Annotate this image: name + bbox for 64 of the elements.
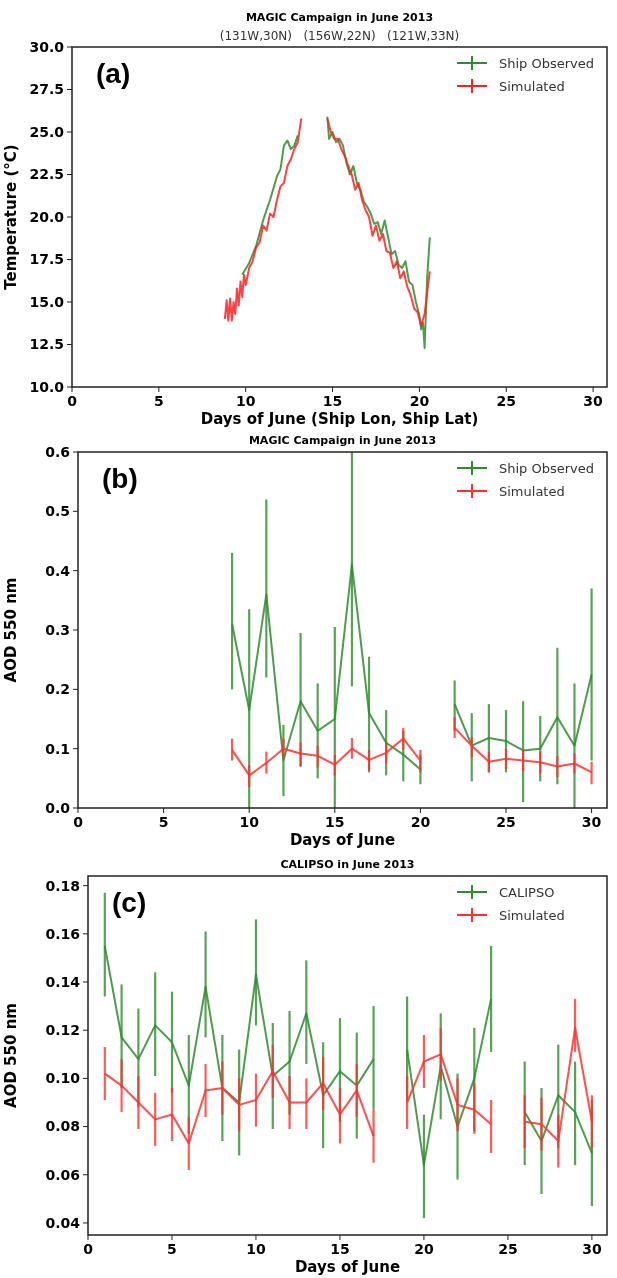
x-tick-label: 10 — [239, 814, 260, 830]
x-tick-label: 15 — [330, 1241, 350, 1257]
y-tick-label: 20.0 — [29, 208, 65, 225]
y-tick-label: 0.04 — [45, 1214, 81, 1231]
x-tick-label: 10 — [246, 1241, 266, 1257]
y-tick-label: 0.4 — [45, 562, 71, 579]
annotation: (a) — [96, 58, 131, 89]
x-tick-label: 30 — [583, 393, 604, 409]
x-tick-label: 5 — [167, 1241, 177, 1257]
y-tick-label: 0.3 — [45, 621, 70, 638]
y-axis-title: Temperature (°C) — [2, 144, 20, 290]
y-tick-label: 0.10 — [45, 1070, 81, 1087]
x-tick-label: 20 — [409, 393, 430, 409]
y-tick-label: 0.08 — [45, 1118, 80, 1135]
x-tick-label: 30 — [581, 814, 602, 830]
legend-label: Ship Observed — [499, 56, 595, 71]
x-tick-label: 20 — [410, 814, 431, 830]
y-tick-label: 10.0 — [29, 378, 65, 395]
x-axis-title: Days of June — [294, 1258, 401, 1276]
x-tick-label: 25 — [496, 393, 516, 409]
y-tick-label: 15.0 — [29, 293, 65, 310]
x-tick-label: 0 — [67, 393, 78, 409]
x-tick-label: 0 — [83, 1241, 94, 1257]
legend-label: Simulated — [499, 908, 565, 923]
y-tick-label: 0.1 — [45, 740, 70, 757]
y-tick-label: 0.6 — [45, 443, 70, 460]
x-tick-label: 15 — [322, 393, 343, 409]
chart-title: MAGIC Campaign in June 2013 — [245, 11, 434, 24]
y-axis-title: AOD 550 nm — [2, 577, 20, 683]
legend-label: Ship Observed — [499, 461, 595, 476]
x-tick-label: 10 — [235, 393, 256, 409]
x-tick-label: 0 — [73, 814, 84, 830]
annotation: (c) — [112, 887, 147, 918]
y-tick-label: 0.16 — [45, 925, 80, 942]
x-tick-label: 15 — [325, 814, 345, 830]
chart-title: MAGIC Campaign in June 2013 — [248, 434, 437, 447]
x-axis-title: Days of June — [289, 831, 396, 849]
y-tick-label: 0.0 — [45, 799, 71, 816]
y-tick-label: 0.06 — [45, 1166, 80, 1183]
x-tick-label: 5 — [158, 814, 169, 830]
y-axis-title: AOD 550 nm — [2, 1003, 20, 1108]
x-tick-label: 20 — [414, 1241, 434, 1257]
chart-subtitle: (131W,30N) (156W,22N) (121W,33N) — [219, 29, 460, 43]
legend-label: Simulated — [499, 484, 565, 499]
y-tick-label: 27.5 — [29, 81, 64, 98]
x-tick-label: 25 — [498, 1241, 518, 1257]
y-tick-label: 0.18 — [45, 877, 80, 894]
x-tick-label: 30 — [582, 1241, 602, 1257]
y-tick-label: 25.0 — [29, 123, 65, 140]
y-tick-label: 30.0 — [29, 38, 65, 55]
y-tick-label: 0.12 — [45, 1022, 80, 1039]
y-tick-label: 0.2 — [45, 681, 70, 698]
y-tick-label: 0.5 — [45, 503, 70, 520]
x-tick-label: 25 — [496, 814, 516, 830]
x-axis-title: Days of June (Ship Lon, Ship Lat) — [200, 410, 479, 428]
legend-label: Simulated — [499, 79, 565, 94]
y-tick-label: 22.5 — [29, 166, 64, 183]
y-tick-label: 12.5 — [29, 336, 64, 353]
x-tick-label: 5 — [153, 393, 164, 409]
legend-label: CALIPSO — [499, 885, 555, 900]
y-tick-label: 0.14 — [45, 973, 81, 990]
annotation: (b) — [102, 463, 138, 494]
y-tick-label: 17.5 — [29, 251, 64, 268]
chart-title: CALIPSO in June 2013 — [280, 858, 415, 871]
